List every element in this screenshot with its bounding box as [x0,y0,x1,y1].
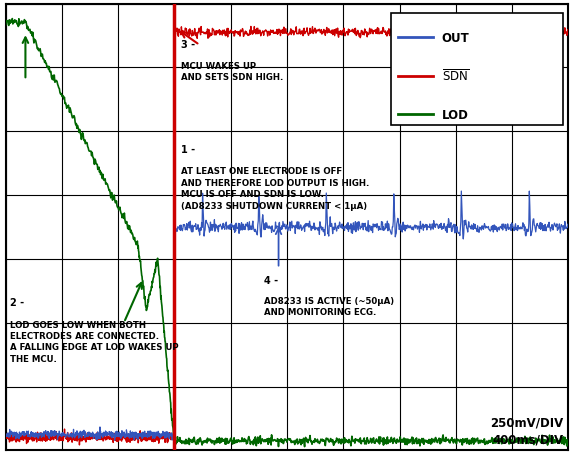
Bar [391,14,563,126]
Text: 4 -: 4 - [265,275,278,285]
Text: OUT: OUT [442,32,470,45]
Text: 250mV/DIV
400ms/DIV: 250mV/DIV 400ms/DIV [491,416,564,445]
Text: MCU WAKES UP
AND SETS SDN HIGH.: MCU WAKES UP AND SETS SDN HIGH. [181,62,284,82]
Text: AT LEAST ONE ELECTRODE IS OFF
AND THEREFORE LOD OUTPUT IS HIGH.
MCU IS OFF AND S: AT LEAST ONE ELECTRODE IS OFF AND THEREF… [181,167,370,210]
Text: LOD: LOD [442,108,468,121]
Text: 3 -: 3 - [181,40,195,50]
Text: $\overline{\mathrm{SDN}}$: $\overline{\mathrm{SDN}}$ [442,69,469,84]
Text: LOD GOES LOW WHEN BOTH
ELECTRODES ARE CONNECTED.
A FALLING EDGE AT LOD WAKES UP
: LOD GOES LOW WHEN BOTH ELECTRODES ARE CO… [10,320,179,363]
Text: 1 -: 1 - [181,145,195,155]
Text: AD8233 IS ACTIVE (~50μA)
AND MONITORING ECG.: AD8233 IS ACTIVE (~50μA) AND MONITORING … [265,296,394,317]
Text: 2 -: 2 - [10,298,24,308]
